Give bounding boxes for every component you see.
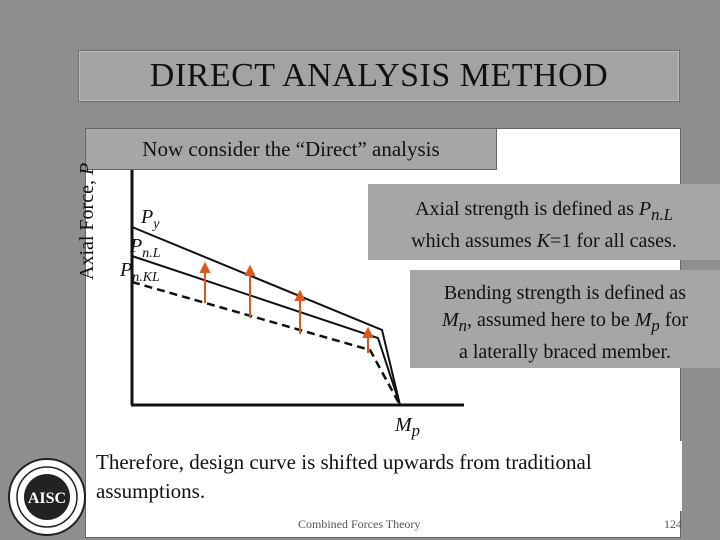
pnl-label: Pn.L (130, 235, 161, 261)
axial-strength-note: Axial strength is defined as Pn.L which … (368, 184, 720, 260)
shift-arrow-head (244, 264, 256, 276)
shift-arrow-head (362, 326, 374, 338)
shift-arrow-head (199, 261, 211, 273)
svg-text:AISC: AISC (28, 490, 66, 507)
mp-label: Mp (395, 414, 420, 440)
py-curve (131, 226, 401, 406)
pnkl-label: Pn.KL (120, 259, 160, 285)
footer-text: Combined Forces Theory (298, 517, 421, 531)
aisc-logo: AISC (8, 458, 86, 536)
bending-strength-note: Bending strength is defined as Mn, assum… (410, 270, 720, 368)
slide-title-box: DIRECT ANALYSIS METHOD (78, 50, 680, 102)
subtitle-box: Now consider the “Direct” analysis (85, 128, 497, 170)
slide-title: DIRECT ANALYSIS METHOD (149, 57, 609, 94)
subtitle-text: Now consider the “Direct” analysis (142, 136, 440, 161)
py-label: Py (141, 206, 160, 232)
pnkl-curve (131, 280, 402, 406)
shift-arrows (199, 261, 374, 353)
y-axis-label: Axial Force, P (76, 162, 98, 280)
pnl-curve (131, 255, 401, 406)
page-number: 124 (664, 517, 682, 531)
shift-arrow-head (294, 289, 306, 301)
conclusion-text: Therefore, design curve is shifted upwar… (86, 441, 682, 511)
